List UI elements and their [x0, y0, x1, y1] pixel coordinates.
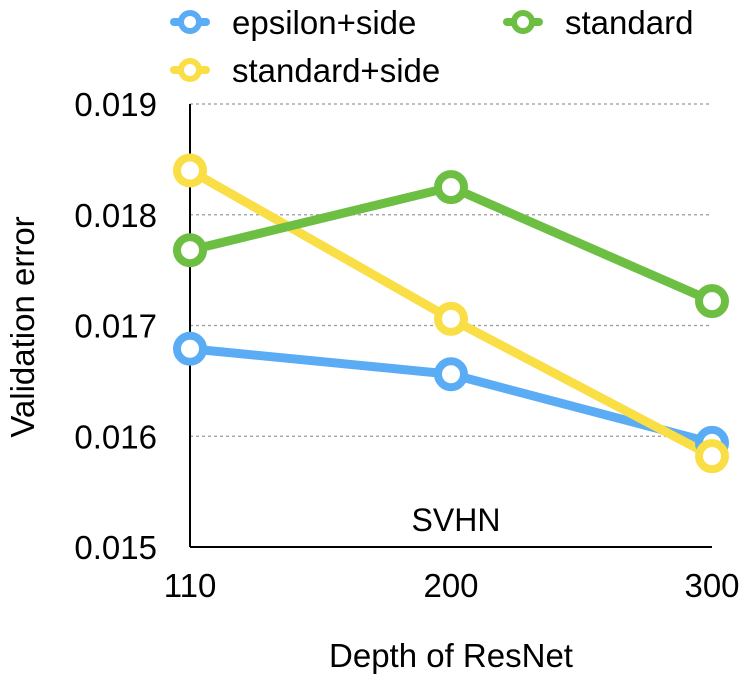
legend-item-epsilon-plus-side: epsilon+side	[170, 4, 416, 41]
legend: epsilon+side standard+side standard	[170, 4, 693, 89]
y-tick-label: 0.018	[74, 197, 157, 234]
data-point	[695, 439, 729, 474]
data-point	[173, 331, 207, 366]
series-line-standard	[185, 182, 717, 306]
legend-marker	[178, 58, 202, 82]
legend-label: standard	[565, 4, 693, 41]
y-axis-label: Validation error	[4, 216, 41, 437]
data-point	[173, 153, 207, 188]
legend-item-standard-plus-side: standard+side	[170, 52, 440, 89]
legend-marker	[511, 10, 535, 34]
y-tick-labels: 0.015 0.016 0.017 0.018 0.019	[74, 86, 157, 566]
y-tick-label: 0.015	[74, 529, 157, 566]
data-point	[173, 233, 207, 268]
data-point	[434, 170, 468, 205]
legend-label: epsilon+side	[232, 4, 416, 41]
y-tick-label: 0.017	[74, 308, 157, 345]
x-axis-label: Depth of ResNet	[329, 637, 573, 674]
legend-label: standard+side	[232, 52, 440, 89]
x-tick-label: 110	[164, 567, 217, 604]
data-point	[434, 357, 468, 392]
legend-item-standard: standard	[503, 4, 693, 41]
legend-marker	[178, 10, 202, 34]
x-tick-labels: 110 200 300	[164, 567, 740, 604]
x-tick-label: 200	[423, 567, 478, 604]
series	[173, 153, 729, 474]
y-tick-label: 0.016	[74, 418, 157, 455]
x-tick-label: 300	[684, 567, 739, 604]
y-tick-label: 0.019	[74, 86, 157, 123]
chart-annotation: SVHN	[412, 502, 501, 538]
data-point	[434, 301, 468, 336]
data-point	[695, 284, 729, 319]
